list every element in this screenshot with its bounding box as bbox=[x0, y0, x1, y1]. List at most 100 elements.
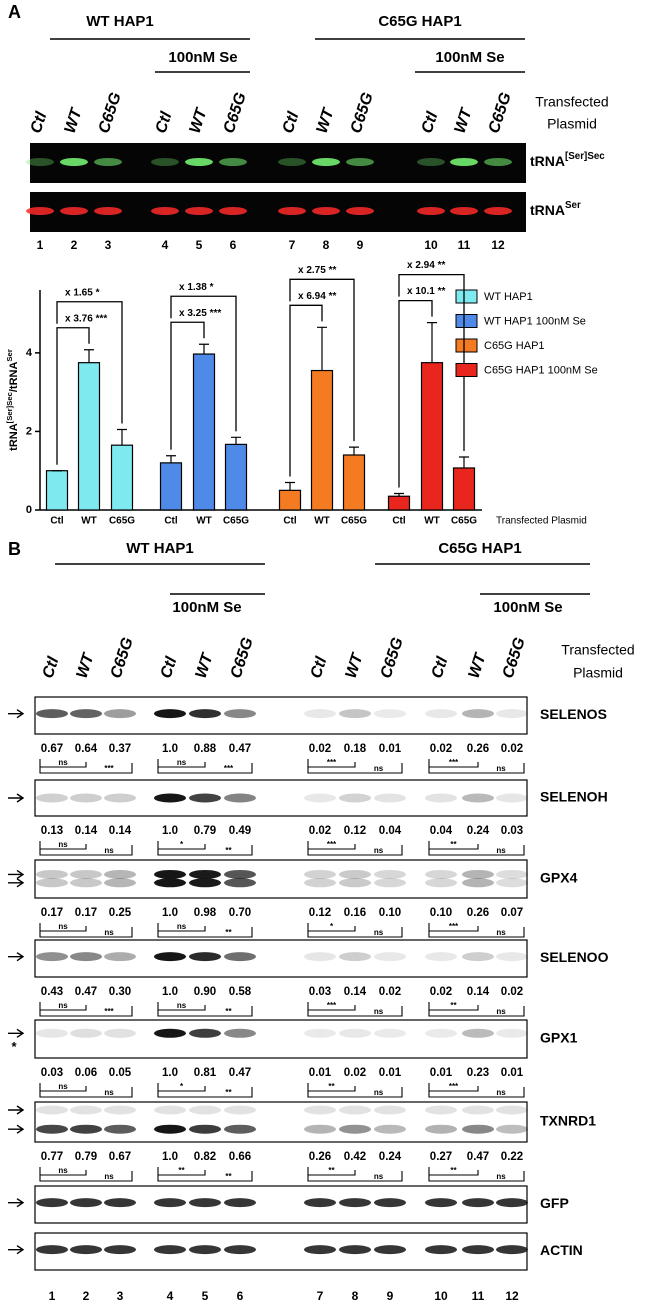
x-tick-label: Ctl bbox=[283, 516, 297, 527]
quantification: 0.01 bbox=[309, 1067, 332, 1079]
arrow bbox=[8, 869, 25, 880]
error-bar bbox=[349, 446, 359, 455]
lane-number: 9 bbox=[387, 1289, 394, 1303]
superscript: Ser bbox=[5, 349, 14, 361]
sig-bracket bbox=[157, 759, 206, 768]
band bbox=[425, 878, 457, 888]
sig-annotation: x 10.1 ** bbox=[407, 286, 445, 297]
band bbox=[450, 158, 478, 166]
error-bar bbox=[166, 455, 176, 463]
band bbox=[26, 207, 54, 215]
sig-bracket bbox=[307, 1171, 403, 1182]
treatment-header: 100nM Se bbox=[493, 599, 562, 616]
quantification: 0.14 bbox=[75, 825, 98, 837]
band bbox=[312, 207, 340, 215]
sig-bracket bbox=[428, 841, 479, 850]
band bbox=[304, 869, 336, 879]
blot-label: TXNRD1 bbox=[540, 1113, 596, 1129]
band bbox=[154, 878, 186, 888]
quantification: 0.26 bbox=[309, 1151, 331, 1163]
band bbox=[104, 1245, 136, 1255]
sig-bracket bbox=[428, 1002, 479, 1011]
sig-annotation: x 3.76 *** bbox=[65, 313, 107, 324]
sig-bracket bbox=[428, 763, 525, 774]
sig-bracket bbox=[428, 759, 479, 768]
sig-bracket bbox=[157, 1006, 253, 1017]
band bbox=[70, 878, 102, 888]
band bbox=[154, 1028, 186, 1038]
x-tick-label: Ctl bbox=[50, 516, 64, 527]
quantification: 1.0 bbox=[162, 1151, 178, 1163]
band bbox=[185, 207, 213, 215]
sig-label: ns bbox=[58, 840, 68, 849]
quantification: 0.23 bbox=[467, 1067, 489, 1079]
band bbox=[462, 952, 494, 962]
band bbox=[36, 1245, 68, 1255]
quantification: 0.12 bbox=[344, 825, 366, 837]
band bbox=[496, 1028, 528, 1038]
band bbox=[496, 709, 528, 719]
band bbox=[70, 869, 102, 879]
band bbox=[224, 1105, 256, 1115]
plasmid-label: Plasmid bbox=[547, 116, 597, 132]
band bbox=[278, 158, 306, 166]
x-tick-label: C65G bbox=[223, 516, 249, 527]
quantification: 0.02 bbox=[309, 825, 331, 837]
band bbox=[36, 1124, 68, 1134]
sig-label: ns bbox=[496, 928, 506, 937]
band bbox=[26, 158, 54, 166]
band bbox=[425, 869, 457, 879]
lane-number: 6 bbox=[230, 238, 237, 252]
band bbox=[185, 158, 213, 166]
sig-bracket bbox=[56, 301, 123, 424]
band bbox=[36, 793, 68, 803]
band bbox=[104, 1198, 136, 1208]
band bbox=[496, 952, 528, 962]
group-header: C65G HAP1 bbox=[438, 540, 521, 557]
sig-bracket bbox=[157, 923, 206, 932]
quantification: 0.01 bbox=[379, 743, 402, 755]
quantification: 1.0 bbox=[162, 743, 178, 755]
band bbox=[70, 709, 102, 719]
band bbox=[374, 793, 406, 803]
legend-swatch bbox=[455, 338, 478, 353]
sig-bracket bbox=[428, 1167, 479, 1176]
sig-label: ** bbox=[225, 1088, 232, 1097]
sig-label: ns bbox=[374, 928, 384, 937]
band bbox=[189, 952, 221, 962]
band bbox=[189, 1245, 221, 1255]
band bbox=[104, 709, 136, 719]
sig-bracket bbox=[428, 1087, 525, 1098]
quantification: 0.12 bbox=[309, 907, 331, 919]
quantification: 1.0 bbox=[162, 986, 178, 998]
band bbox=[425, 793, 457, 803]
quantification: 0.13 bbox=[41, 825, 63, 837]
band bbox=[425, 1198, 457, 1208]
band bbox=[374, 709, 406, 719]
band bbox=[36, 1028, 68, 1038]
sig-label: ns bbox=[58, 1001, 68, 1010]
quantification: 0.14 bbox=[109, 825, 132, 837]
x-tick-label: WT bbox=[196, 516, 212, 527]
legend-label: WT HAP1 bbox=[484, 291, 533, 303]
band bbox=[189, 1028, 221, 1038]
sig-label: ns bbox=[374, 1172, 384, 1181]
quantification: 0.66 bbox=[229, 1151, 251, 1163]
sig-bracket bbox=[307, 923, 356, 932]
quantification: 1.0 bbox=[162, 1067, 178, 1079]
group-header: C65G HAP1 bbox=[378, 13, 461, 30]
lane-label: Ctl bbox=[28, 109, 51, 135]
sig-label: *** bbox=[104, 764, 114, 773]
treatment-header: 100nM Se bbox=[172, 599, 241, 616]
panel-label: A bbox=[8, 2, 21, 22]
sig-bracket bbox=[428, 927, 525, 938]
sig-label: *** bbox=[224, 764, 234, 773]
quantification: 0.22 bbox=[501, 1151, 523, 1163]
lane-label: Ctl bbox=[419, 109, 442, 135]
quantification: 0.47 bbox=[75, 986, 97, 998]
band bbox=[496, 793, 528, 803]
band bbox=[462, 1198, 494, 1208]
quantification: 0.47 bbox=[229, 1067, 251, 1079]
lane-number: 3 bbox=[117, 1289, 124, 1303]
quantification: 0.02 bbox=[430, 743, 452, 755]
